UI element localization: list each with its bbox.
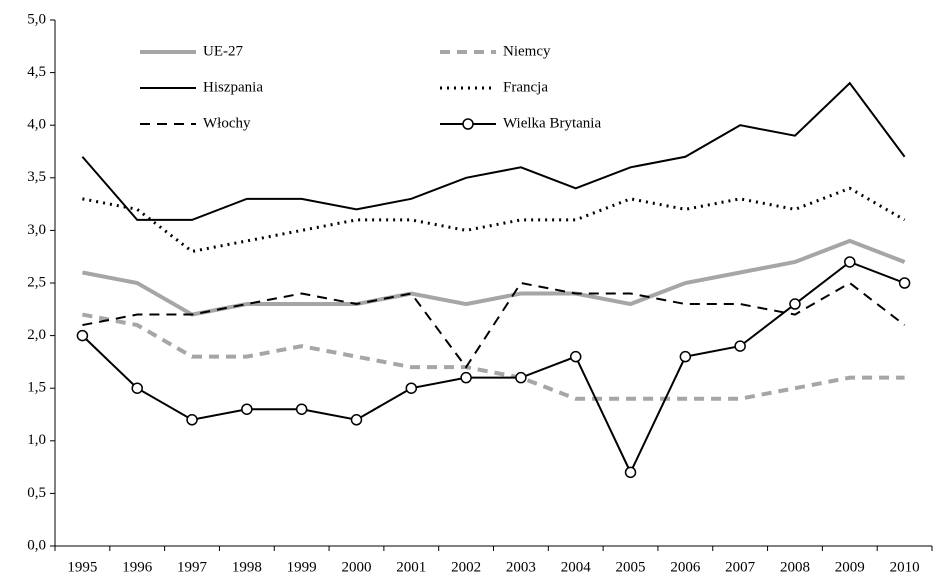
legend-label: UE-27 [203,43,243,59]
x-tick-label: 2000 [341,559,371,575]
x-tick-label: 2004 [561,559,592,575]
point [624,466,637,479]
point [131,382,143,394]
x-tick-label: 2005 [616,559,646,575]
point [844,256,856,268]
x-tick-label: 2008 [780,559,810,575]
x-tick-label: 2006 [670,559,701,575]
x-tick-label: 1999 [287,559,317,575]
x-tick-label: 2007 [725,559,756,575]
point [295,403,308,415]
point [76,329,89,342]
y-tick-label: 0,5 [27,485,46,501]
y-tick-label: 5,0 [27,11,46,27]
x-tick-label: 2009 [835,559,865,575]
y-tick-label: 0,0 [27,537,46,553]
y-tick-label: 3,5 [27,169,46,185]
point [679,350,692,363]
y-tick-label: 2,0 [27,327,46,343]
series-line [81,260,905,475]
legend-label: Francja [503,79,548,95]
point [460,371,472,384]
x-tick-label: 1995 [67,559,97,575]
x-tick-label: 2001 [396,559,426,575]
y-tick-label: 4,5 [27,64,46,80]
point [789,298,801,310]
legend-label: Hiszpania [203,79,263,95]
legend-label: Niemcy [503,43,551,59]
series-line [82,238,906,317]
series-line [82,281,906,369]
legend-label: Wielka Brytania [503,115,601,131]
x-tick-label: 2002 [451,559,481,575]
y-tick-label: 3,0 [27,222,46,238]
y-tick-label: 2,5 [27,274,46,290]
series-line [81,81,906,221]
legend-label: Włochy [203,115,251,131]
series-line [82,312,905,401]
series-line [82,186,906,254]
point [569,350,582,363]
x-tick-label: 2003 [506,559,536,575]
point [241,403,253,415]
point [515,371,527,384]
point [734,340,746,352]
legend-marker [462,118,474,130]
x-tick-label: 1997 [177,559,208,575]
y-tick-label: 4,0 [27,117,46,133]
x-tick-label: 2010 [890,559,920,575]
y-tick-label: 1,0 [27,432,46,448]
point [350,414,363,426]
x-tick-label: 1996 [122,559,153,575]
point [186,414,198,426]
y-tick-label: 1,5 [27,380,46,396]
point [898,277,911,289]
point [405,382,418,394]
x-tick-label: 1998 [232,559,262,575]
